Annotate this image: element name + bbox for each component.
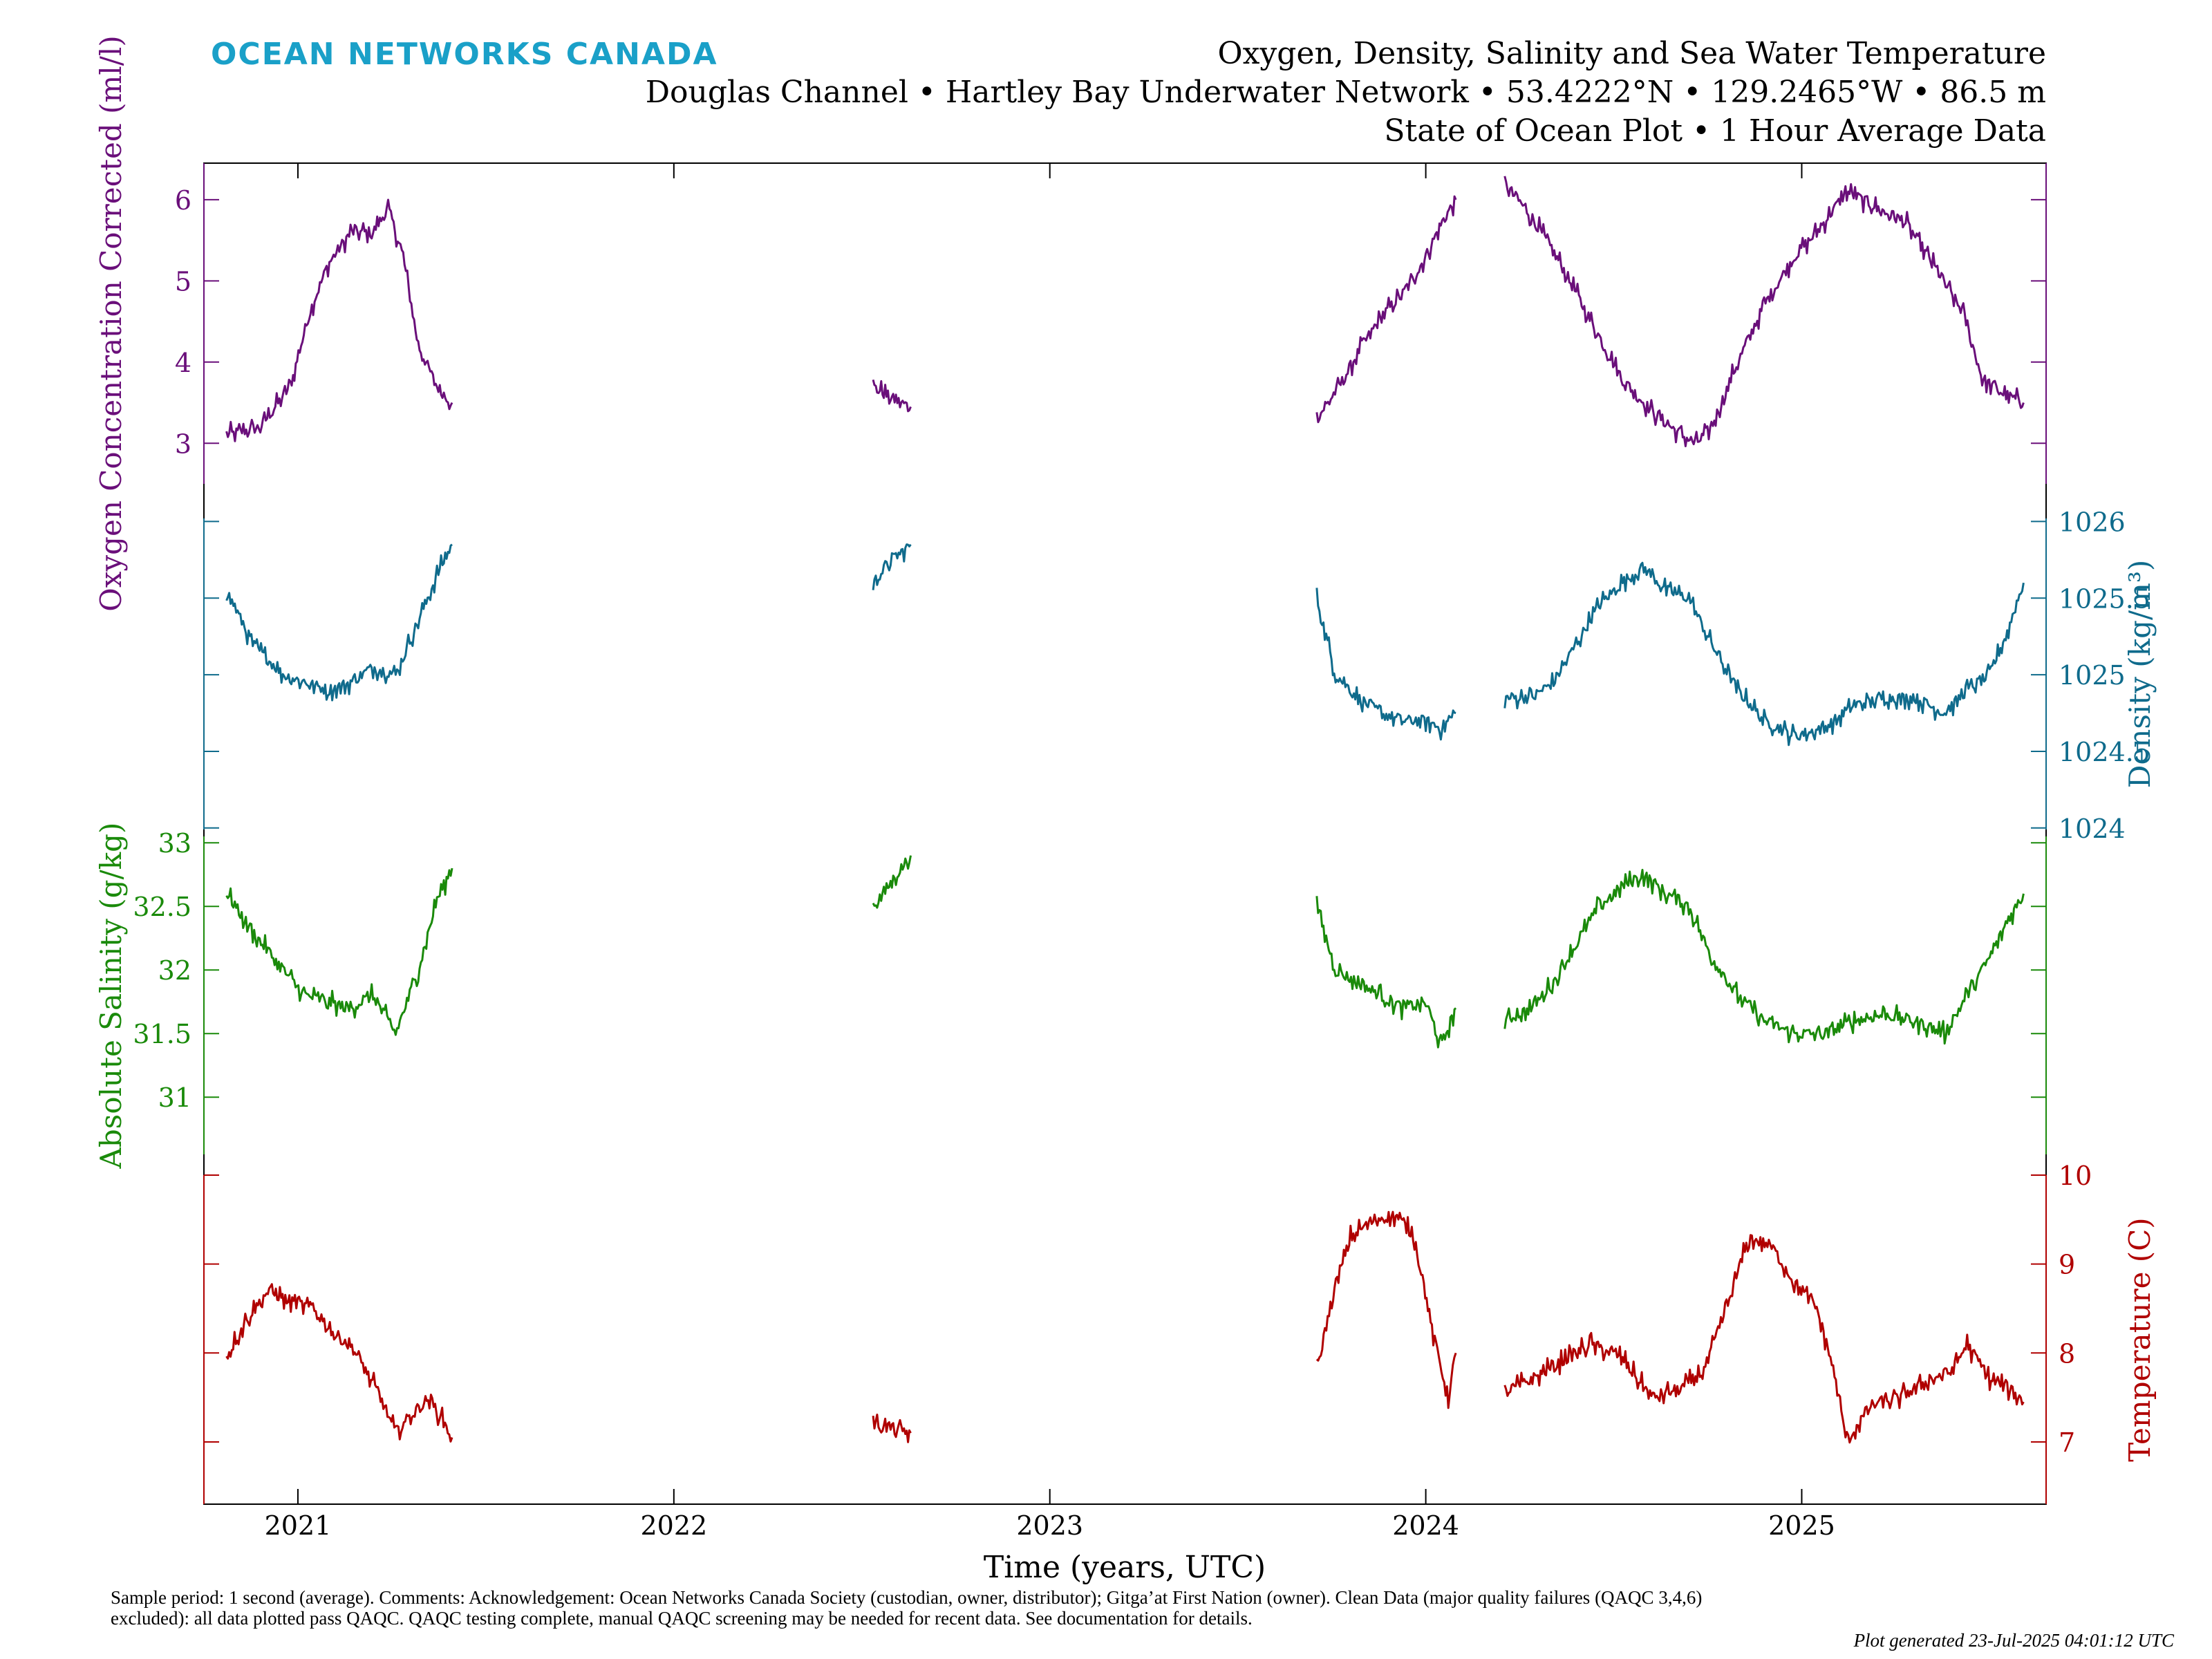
oxygen-tick-label: 5 bbox=[175, 266, 191, 297]
x-axis-label: Time (years, UTC) bbox=[984, 1550, 1266, 1585]
oxygen-tick-label: 6 bbox=[175, 185, 191, 216]
temperature-tick-label: 9 bbox=[2059, 1250, 2075, 1280]
oxygen-series-line-0 bbox=[225, 198, 453, 442]
panel-oxygen: 3 4 5 6 Oxygen Concentration Corrected (ml/l… bbox=[94, 35, 2047, 612]
salinity-series-line-1 bbox=[872, 855, 912, 909]
temperature-tick-label: 7 bbox=[2059, 1427, 2075, 1458]
density-tick-label: 1025 bbox=[2059, 660, 2126, 691]
density-tick-label: 1024.5 bbox=[2059, 737, 2150, 767]
salinity-series-line-0 bbox=[225, 868, 453, 1036]
chart-subtitle-location: Douglas Channel • Hartley Bay Underwater… bbox=[646, 75, 2046, 110]
density-series-line-2 bbox=[1315, 588, 1456, 741]
salinity-tick-label: 32 bbox=[158, 955, 191, 986]
density-tick-label: 1026 bbox=[2059, 507, 2126, 537]
chart-title: Oxygen, Density, Salinity and Sea Water … bbox=[1218, 36, 2046, 71]
footnote: Sample period: 1 second (average). Comme… bbox=[111, 1587, 1703, 1629]
density-tick-label: 1024 bbox=[2059, 814, 2126, 844]
x-tick-label: 2021 bbox=[265, 1510, 332, 1541]
density-series-line-1 bbox=[872, 543, 912, 590]
salinity-tick-label: 32.5 bbox=[133, 892, 191, 922]
salinity-series-line-3 bbox=[1503, 868, 2025, 1045]
x-tick-label: 2024 bbox=[1392, 1510, 1459, 1541]
panel-density: 1024 1024.5 1025 1025.5 1026 Density (kg/m³) bbox=[203, 507, 2157, 844]
oxygen-axis-title: Oxygen Concentration Corrected (ml/l) bbox=[94, 35, 128, 611]
oxygen-tick-label: 3 bbox=[175, 429, 191, 459]
temperature-series-line-0 bbox=[225, 1283, 453, 1443]
temperature-series-line-1 bbox=[872, 1414, 912, 1443]
density-axis-title: Density (kg/m³) bbox=[2123, 560, 2157, 788]
x-tick-label: 2022 bbox=[640, 1510, 707, 1541]
salinity-series-line-2 bbox=[1315, 896, 1457, 1049]
density-series-line-3 bbox=[1503, 561, 2025, 747]
plot-frame bbox=[203, 162, 2047, 1505]
brand-logo: OCEAN NETWORKS CANADA bbox=[211, 37, 718, 72]
density-tick-label: 1025.5 bbox=[2059, 583, 2150, 614]
salinity-tick-label: 33 bbox=[158, 828, 191, 859]
x-tick-label: 2023 bbox=[1016, 1510, 1083, 1541]
oxygen-series-line-3 bbox=[1503, 176, 2025, 447]
temperature-series-line-2 bbox=[1315, 1210, 1457, 1409]
density-series-line-0 bbox=[225, 543, 453, 702]
chart-subtitle-source: State of Ocean Plot • 1 Hour Average Dat… bbox=[1384, 113, 2046, 149]
panel-salinity: 31 31.5 32 32.5 33 Absolute Salinity (g/kg) bbox=[94, 823, 2047, 1170]
temperature-axis-title: Temperature (C) bbox=[2123, 1217, 2157, 1461]
salinity-tick-label: 31 bbox=[158, 1082, 191, 1113]
oxygen-series-line-1 bbox=[872, 379, 912, 413]
salinity-axis-title: Absolute Salinity (g/kg) bbox=[94, 823, 128, 1170]
salinity-tick-label: 31.5 bbox=[133, 1019, 191, 1049]
x-tick-label: 2025 bbox=[1768, 1510, 1835, 1541]
oxygen-tick-label: 4 bbox=[175, 348, 191, 378]
temperature-tick-label: 8 bbox=[2059, 1338, 2075, 1369]
oxygen-series-line-2 bbox=[1315, 195, 1457, 424]
temperature-series-line-3 bbox=[1503, 1234, 2025, 1444]
temperature-tick-label: 10 bbox=[2059, 1161, 2092, 1191]
generated-timestamp: Plot generated 23-Jul-2025 04:01:12 UTC bbox=[1853, 1630, 2174, 1651]
panel-temperature: 7 8 9 10 Temperature (C) bbox=[203, 1161, 2157, 1504]
